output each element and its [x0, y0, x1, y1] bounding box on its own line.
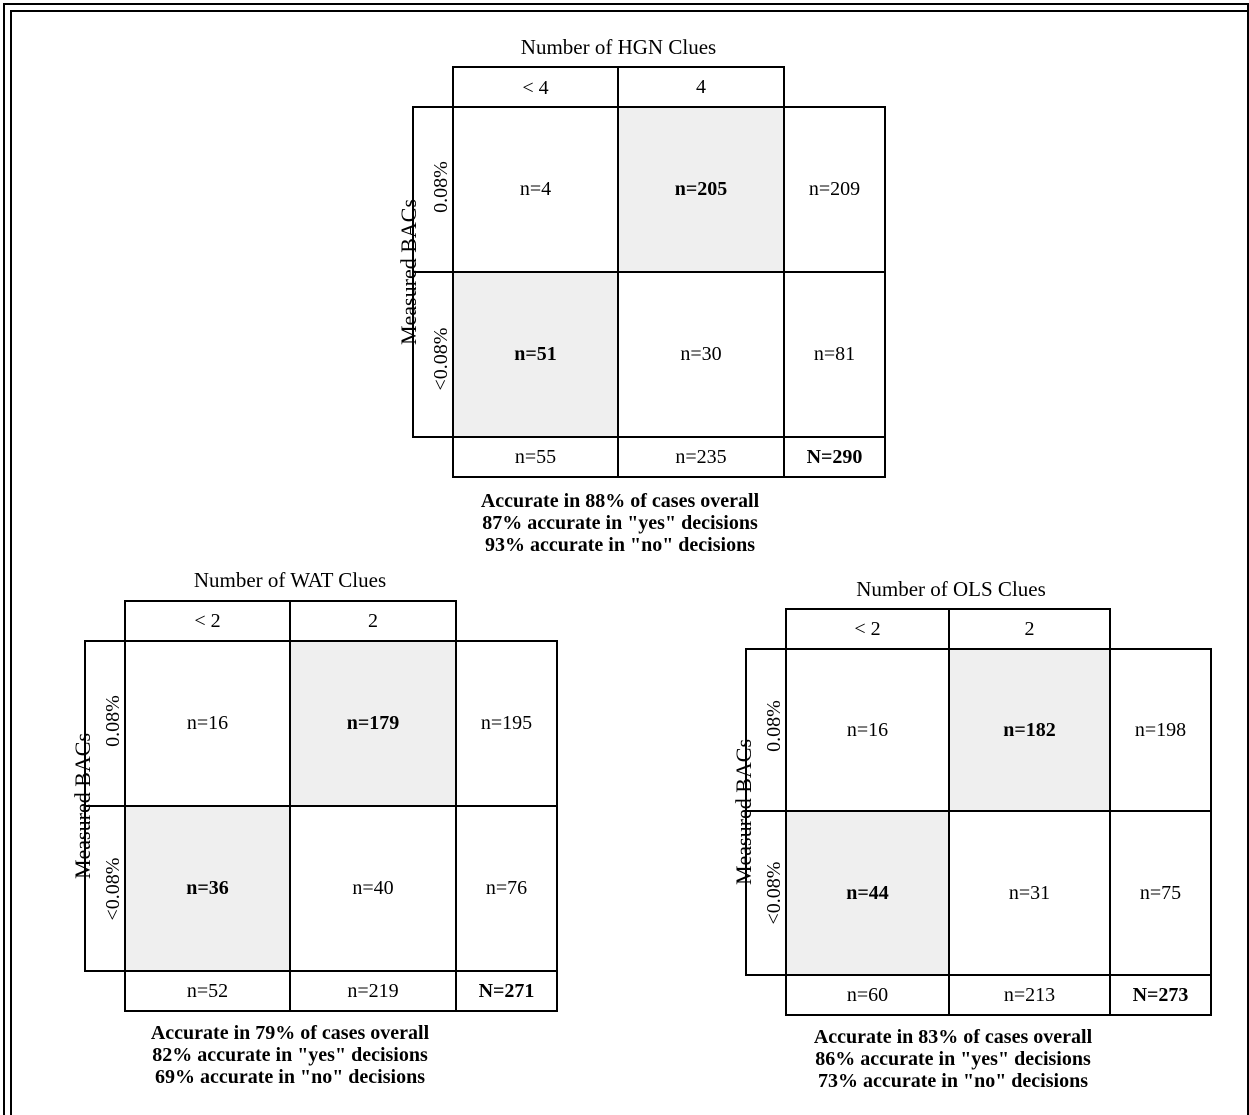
wat-summary-line: Accurate in 79% of cases overall [150, 1022, 430, 1044]
wat-col-header: < 2 [194, 609, 221, 632]
ols-divider [1109, 608, 1111, 1016]
hgn-cell: n=51 [514, 343, 557, 365]
ols-summary-line: Accurate in 83% of cases overall [813, 1026, 1093, 1048]
wat-grand-total: N=271 [478, 979, 535, 1002]
hgn-cell: n=30 [680, 343, 722, 365]
hgn-cell: n=4 [519, 178, 552, 200]
ols-row-total: n=198 [1134, 718, 1187, 741]
wat-divider [84, 805, 558, 807]
ols-row-header: 0.08% [763, 700, 785, 752]
wat-cell-shaded-2 [126, 807, 290, 970]
wat-cell: n=16 [186, 712, 229, 734]
ols-cell: n=16 [846, 718, 889, 741]
wat-summary-line: 82% accurate in "yes" decisions [152, 1044, 428, 1066]
ols-cell: n=31 [1008, 881, 1051, 904]
hgn-divider [412, 271, 886, 273]
ols-col-header: < 2 [854, 617, 881, 640]
wat-divider [124, 640, 126, 1012]
ols-col-total: n=60 [846, 983, 889, 1006]
wat-summary: Accurate in 79% of cases overall 82% acc… [70, 1022, 510, 1088]
wat-col-total: n=219 [347, 979, 399, 1002]
wat-cell: n=40 [352, 877, 394, 899]
hgn-divider [452, 106, 454, 478]
hgn-col-header: < 4 [522, 76, 549, 99]
hgn-summary-line: 87% accurate in "yes" decisions [482, 512, 758, 534]
ols-cell: n=44 [846, 881, 889, 904]
ols-cell-shaded-2 [787, 812, 948, 974]
wat-row-total: n=76 [485, 877, 528, 899]
wat-summary-line: 69% accurate in "no" decisions [155, 1066, 425, 1088]
hgn-col-total: n=235 [675, 445, 727, 468]
ols-summary-line: 73% accurate in "no" decisions [818, 1070, 1088, 1092]
ols-col-total: n=213 [1003, 983, 1056, 1006]
ols-grand-total: N=273 [1132, 983, 1189, 1006]
wat-col-total: n=52 [186, 979, 229, 1002]
wat-col-header: 2 [368, 609, 378, 632]
hgn-summary-line: 93% accurate in "no" decisions [485, 534, 755, 556]
hgn-row-total: n=209 [808, 178, 861, 200]
hgn-title: Number of HGN Clues [520, 35, 717, 59]
hgn-grand-total: N=290 [806, 445, 863, 468]
inner-frame [10, 10, 1249, 1115]
hgn-col-total: n=55 [514, 445, 557, 468]
hgn-cell-shaded-2 [454, 273, 618, 436]
ols-divider [785, 648, 787, 1016]
hgn-col-header: 4 [696, 75, 706, 98]
hgn-row-total: n=81 [813, 343, 856, 365]
hgn-summary: Accurate in 88% of cases overall 87% acc… [400, 490, 840, 556]
ols-row-header: <0.08% [763, 861, 785, 925]
wat-cell: n=179 [346, 712, 400, 734]
ols-col-header: 2 [1024, 617, 1035, 640]
wat-row-total: n=195 [480, 712, 533, 734]
ols-summary: Accurate in 83% of cases overall 86% acc… [733, 1026, 1173, 1092]
hgn-summary-line: Accurate in 88% of cases overall [480, 490, 760, 512]
wat-cell: n=36 [186, 877, 229, 899]
wat-cell-shaded-1 [291, 642, 456, 806]
ols-row-total: n=75 [1139, 881, 1182, 904]
ols-row-axis-label: Measured BACs [731, 738, 756, 886]
ols-title: Number of OLS Clues [856, 577, 1046, 601]
ols-summary-line: 86% accurate in "yes" decisions [815, 1048, 1091, 1070]
ols-cell: n=182 [1003, 718, 1056, 741]
hgn-cell-shaded-1 [619, 108, 784, 272]
wat-title: Number of WAT Clues [193, 568, 387, 592]
hgn-table: Number of HGN Clues < 4 4 Measured BACs … [396, 35, 886, 556]
hgn-cell: n=205 [674, 178, 728, 200]
ols-divider [745, 810, 1212, 812]
ols-divider [948, 608, 950, 1016]
ols-cell-shaded-1 [950, 650, 1110, 811]
